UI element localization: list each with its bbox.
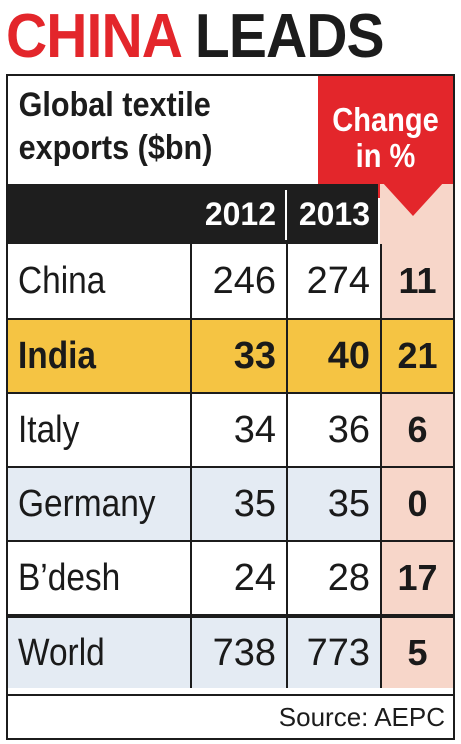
table-row-bdesh: B’desh 24 28 17 [8, 540, 453, 614]
country-name: World [18, 631, 105, 674]
header-divider [285, 190, 287, 240]
country-name: Italy [18, 408, 80, 451]
country-name: Germany [18, 482, 156, 525]
column-header-2013: 2013 [298, 196, 370, 232]
value-2013: 36 [286, 394, 380, 466]
value-2013: 274 [286, 244, 380, 318]
table-row-china: China 246 274 11 [8, 244, 453, 318]
value-2012: 34 [190, 394, 286, 466]
value-2013: 40 [286, 320, 380, 392]
table-frame [6, 74, 455, 740]
change-percent: 11 [380, 244, 453, 318]
column-header-2012: 2012 [204, 196, 276, 232]
change-percent: 0 [380, 468, 453, 540]
chart-title-line1: Global textile [18, 86, 211, 124]
header-row [8, 184, 378, 244]
headline-word-leads: LEADS [194, 2, 385, 71]
change-percent: 5 [380, 618, 453, 688]
chart-title-line2: exports ($bn) [18, 129, 213, 167]
change-percent: 6 [380, 394, 453, 466]
country-name: India [18, 334, 97, 377]
value-2013: 35 [286, 468, 380, 540]
change-percent: 17 [380, 542, 453, 614]
value-2012: 246 [190, 244, 286, 318]
value-2012: 738 [190, 618, 286, 688]
value-2012: 35 [190, 468, 286, 540]
table-row-germany: Germany 35 35 0 [8, 466, 453, 540]
value-2012: 24 [190, 542, 286, 614]
value-2013: 773 [286, 618, 380, 688]
headline: CHINA LEADS [6, 0, 419, 74]
change-label-line2: in % [355, 137, 416, 174]
chart-title: Global textile exports ($bn) [6, 76, 285, 182]
value-2012: 33 [190, 320, 286, 392]
country-name: B’desh [18, 556, 121, 599]
table-row-italy: Italy 34 36 6 [8, 392, 453, 466]
table-row-india: India 33 40 21 [8, 318, 453, 392]
table-body: China 246 274 11 India 33 40 21 Italy 34… [8, 244, 453, 688]
change-label: Change in % [326, 102, 445, 182]
table-row-world: World 738 773 5 [8, 614, 453, 688]
change-label-box [318, 76, 453, 198]
country-name: China [18, 259, 106, 302]
change-percent: 21 [380, 320, 453, 392]
value-2013: 28 [286, 542, 380, 614]
headline-word-china: CHINA [6, 2, 183, 71]
change-label-line1: Change [332, 101, 439, 138]
source-credit: Source: AEPC [8, 694, 453, 738]
